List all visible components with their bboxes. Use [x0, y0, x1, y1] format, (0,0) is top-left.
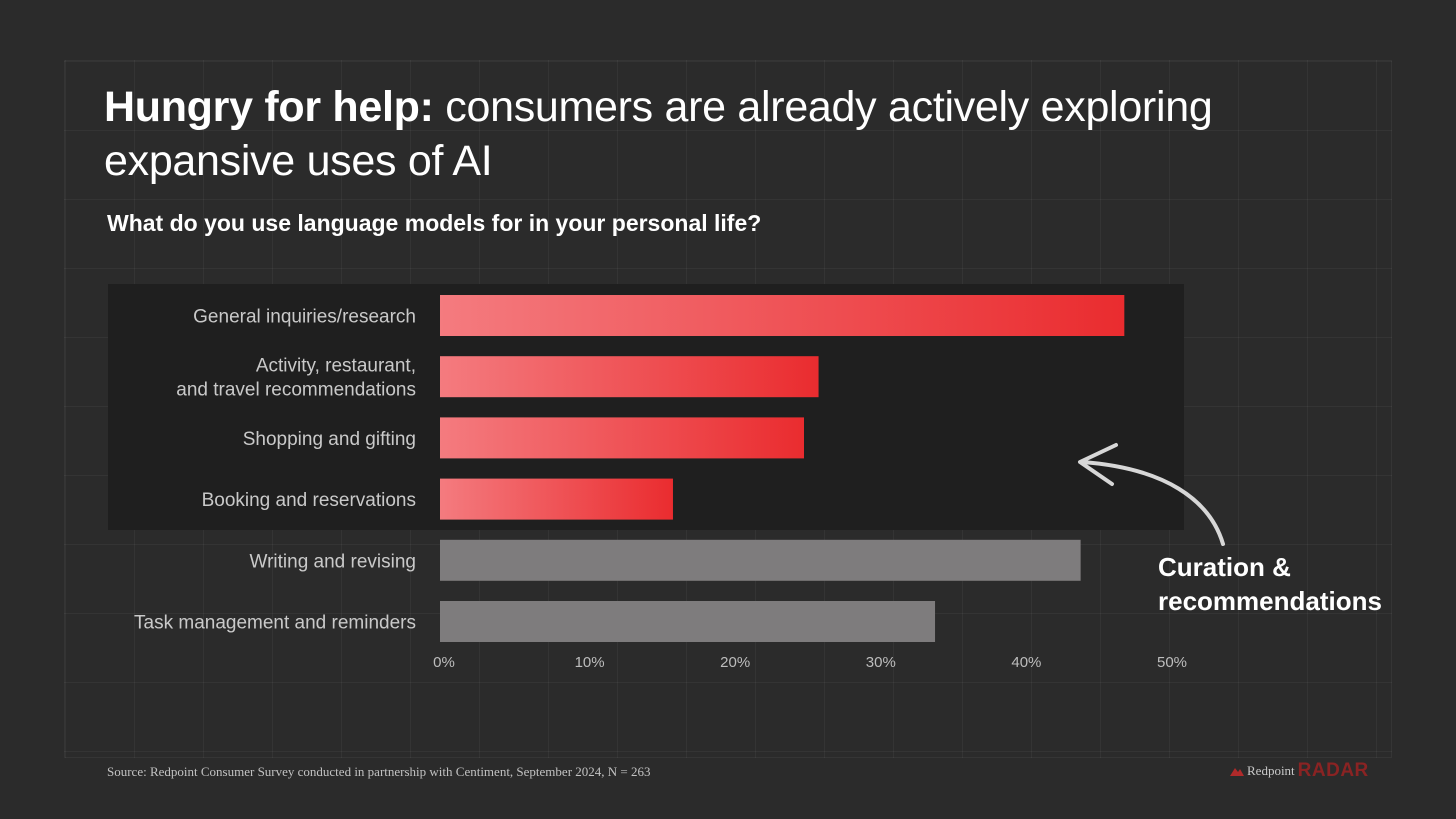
title-bold: Hungry for help:: [104, 83, 434, 131]
category-label-4: Writing and revising: [249, 551, 416, 572]
annotation-line-2: recommendations: [1158, 586, 1382, 616]
annotation-line-1: Curation &: [1158, 552, 1291, 582]
annotation-callout: Curation & recommendations: [1158, 550, 1382, 618]
x-tick-label-5: 50%: [1157, 654, 1187, 671]
bar-1: [440, 356, 819, 398]
category-label-1-0: Activity, restaurant,: [256, 356, 416, 377]
bar-0: [440, 295, 1125, 336]
x-tick-label-3: 30%: [866, 654, 896, 671]
bar-2: [440, 417, 804, 459]
mountain-icon: [1230, 768, 1244, 776]
category-label-5: Task management and reminders: [134, 613, 416, 634]
curved-arrow-icon: [1078, 443, 1225, 546]
category-label-1-1: and travel recommendations: [176, 380, 416, 401]
source-note: Source: Redpoint Consumer Survey conduct…: [107, 764, 651, 779]
bar-5: [440, 601, 936, 642]
bar-4: [440, 539, 1081, 581]
redpoint-radar-logo: Redpoint RADAR: [1230, 760, 1369, 782]
category-label-3: Booking and reservations: [202, 490, 416, 511]
x-tick-label-1: 10%: [575, 654, 605, 671]
chart-question: What do you use language models for in y…: [107, 210, 762, 236]
category-label-2: Shopping and gifting: [243, 429, 416, 450]
title-rest: consumers are already actively exploring…: [104, 83, 1213, 185]
x-tick-label-0: 0%: [433, 654, 455, 671]
bar-3: [440, 478, 673, 520]
x-tick-label-2: 20%: [720, 654, 750, 671]
page-title: Hungry for help: consumers are already a…: [104, 80, 1244, 188]
category-label-0: General inquiries/research: [193, 307, 416, 328]
x-tick-label-4: 40%: [1011, 654, 1041, 671]
logo-redpoint-text: Redpoint: [1247, 763, 1295, 778]
logo-radar-text: RADAR: [1297, 760, 1369, 781]
